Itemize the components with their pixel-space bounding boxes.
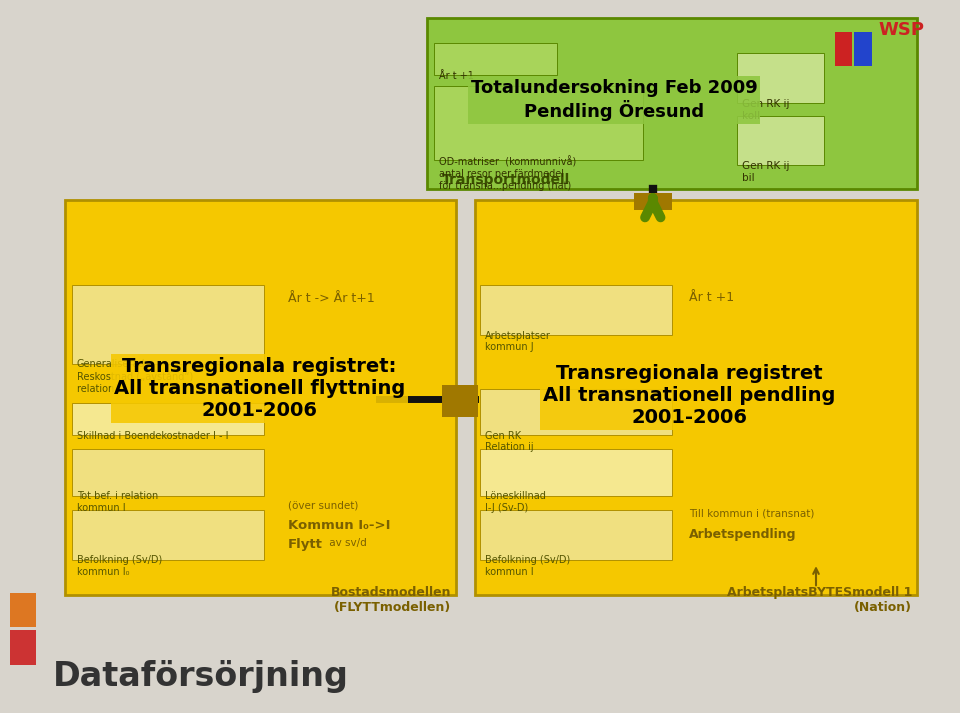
Text: Totalundersokning Feb 2009
Pendling Öresund: Totalundersokning Feb 2009 Pendling Öres… xyxy=(471,78,757,121)
FancyBboxPatch shape xyxy=(434,43,557,75)
FancyBboxPatch shape xyxy=(434,86,643,160)
Text: Gen RK ij
bil: Gen RK ij bil xyxy=(742,161,789,183)
FancyBboxPatch shape xyxy=(72,285,264,364)
Text: Gen RK
Relation ij: Gen RK Relation ij xyxy=(485,431,534,452)
Text: Tot bef. i relation
kommun I: Tot bef. i relation kommun I xyxy=(77,491,158,513)
FancyBboxPatch shape xyxy=(480,510,672,560)
FancyBboxPatch shape xyxy=(634,193,672,210)
Text: (över sundet): (över sundet) xyxy=(288,501,358,511)
Text: Arbetsplatser
kommun J: Arbetsplatser kommun J xyxy=(485,331,551,352)
Text: Befolkning (Sv/D)
kommun I: Befolkning (Sv/D) kommun I xyxy=(485,555,570,577)
FancyBboxPatch shape xyxy=(854,32,872,66)
Text: Till kommun i (transnat): Till kommun i (transnat) xyxy=(689,508,815,518)
FancyBboxPatch shape xyxy=(442,385,478,417)
FancyBboxPatch shape xyxy=(835,32,852,66)
FancyBboxPatch shape xyxy=(427,18,917,189)
Text: År t +1: År t +1 xyxy=(689,291,734,304)
FancyBboxPatch shape xyxy=(65,200,456,595)
Text: OD-matriser  (kommunnivå)
antal resor per färdmedel
för transna...pendling (nat): OD-matriser (kommunnivå) antal resor per… xyxy=(439,156,576,191)
Text: Dataförsörjning: Dataförsörjning xyxy=(53,660,348,692)
Text: Skillnad i Boendekostnader I - I: Skillnad i Boendekostnader I - I xyxy=(77,431,228,441)
Text: Kommun I₀->I: Kommun I₀->I xyxy=(288,519,391,532)
FancyBboxPatch shape xyxy=(72,449,264,496)
Text: Transportmodell: Transportmodell xyxy=(442,173,570,187)
FancyBboxPatch shape xyxy=(72,510,264,560)
Text: År t +1: År t +1 xyxy=(439,71,473,81)
FancyBboxPatch shape xyxy=(480,449,672,496)
FancyBboxPatch shape xyxy=(480,285,672,335)
Text: WSP: WSP xyxy=(878,21,924,39)
Text: Arbetspendling: Arbetspendling xyxy=(689,528,797,540)
Text: Transregionala registret
All transnationell pendling
2001-2006: Transregionala registret All transnation… xyxy=(543,364,835,427)
Text: ArbetsplatsBYTESmodell 1
(Nation): ArbetsplatsBYTESmodell 1 (Nation) xyxy=(727,586,912,614)
FancyBboxPatch shape xyxy=(72,403,264,435)
FancyBboxPatch shape xyxy=(10,630,36,665)
Text: av sv/d: av sv/d xyxy=(326,538,367,548)
FancyBboxPatch shape xyxy=(737,53,824,103)
Text: Bostadsmodellen
(FLYTTmodellen): Bostadsmodellen (FLYTTmodellen) xyxy=(330,586,451,614)
Text: Transregionala registret:
All transnationell flyttning
2001-2006: Transregionala registret: All transnatio… xyxy=(113,357,405,420)
FancyBboxPatch shape xyxy=(737,116,824,165)
Text: År t -> År t+1: År t -> År t+1 xyxy=(288,292,374,305)
Text: Flytt: Flytt xyxy=(288,538,323,551)
FancyBboxPatch shape xyxy=(10,593,36,627)
Text: Gen RK ij
koll: Gen RK ij koll xyxy=(742,99,789,120)
Text: Löneskillnad
I-J (Sv-D): Löneskillnad I-J (Sv-D) xyxy=(485,491,545,513)
FancyBboxPatch shape xyxy=(475,200,917,595)
FancyBboxPatch shape xyxy=(480,389,672,435)
Text: Generaliserad
Reskostnad („avstånd“)
relation i₀i: Generaliserad Reskostnad („avstånd“) rel… xyxy=(77,359,193,394)
Text: Befolkning (Sv/D)
kommun I₀: Befolkning (Sv/D) kommun I₀ xyxy=(77,555,162,577)
